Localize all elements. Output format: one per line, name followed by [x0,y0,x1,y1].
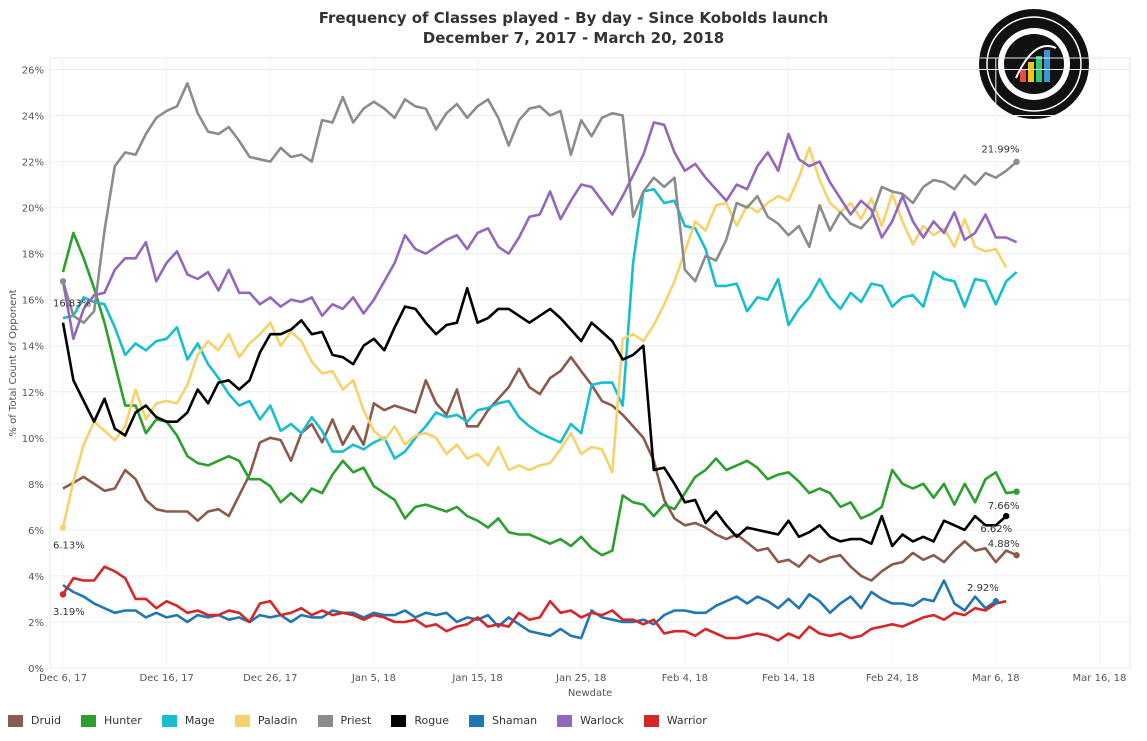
y-tick-label: 2% [28,618,44,629]
point-marker-warrior-start [59,591,67,598]
series-line-shaman [62,579,997,640]
series-line-paladin [61,146,1008,528]
legend-swatch [643,714,659,727]
y-tick-label: 10% [22,434,44,445]
point-marker-paladin-start [59,524,67,531]
x-axis-title: Newdate [568,688,612,699]
series-line-hunter [61,231,1017,557]
x-tick-label: Dec 6, 17 [39,673,87,684]
series-line-rogue [61,286,1008,548]
legend-label: Warrior [666,714,707,727]
series-line-warlock [61,121,1018,341]
chart-title-block: Frequency of Classes played - By day - S… [0,8,1147,48]
end-label-shaman: 2.92% [967,583,999,594]
legend: Druid Hunter Mage Paladin Priest Rogue Shaman W… [8,714,727,727]
point-marker-druid-end [1013,552,1020,559]
series-line-druid [62,355,1018,582]
legend-label: Priest [340,714,372,727]
legend-item-paladin: Paladin [234,714,298,727]
x-tick-label: Dec 16, 17 [139,673,193,684]
series-line-warrior [61,565,1007,642]
plot-border [49,57,1131,669]
series-line-priest [61,82,1018,324]
legend-label: Hunter [104,714,142,727]
x-tick-label: Dec 26, 17 [243,673,297,684]
legend-label: Paladin [257,714,298,727]
legend-item-priest: Priest [317,714,372,727]
legend-swatch [81,714,97,727]
data-reaper-logo [979,9,1089,119]
legend-item-warrior: Warrior [643,714,707,727]
chart-subtitle: December 7, 2017 - March 20, 2018 [422,29,725,47]
start-label-paladin: 6.13% [53,540,85,551]
legend-swatch [8,714,23,727]
legend-label: Rogue [414,714,449,727]
start-label-priest: 16.83% [53,299,91,310]
series-lines [61,82,1018,642]
y-tick-label: 26% [22,66,44,77]
y-tick-label: 14% [22,342,44,353]
end-label-druid: 4.88% [988,539,1020,550]
end-label-rogue: 6.62% [980,524,1012,535]
point-marker-hunter-end [1013,488,1020,495]
end-label-hunter: 7.66% [988,501,1020,512]
x-tick-label: Feb 14, 18 [762,673,815,684]
y-axis-title: % of Total Count of Opponent [8,289,19,436]
legend-label: Mage [184,714,215,727]
y-tick-label: 24% [22,112,44,123]
x-tick-label: Jan 25, 18 [555,673,606,684]
legend-swatch [161,714,177,727]
chart-title: Frequency of Classes played - By day - S… [318,9,829,27]
y-tick-label: 16% [22,296,44,307]
legend-item-shaman: Shaman [468,714,538,727]
x-tick-label: Mar 6, 18 [972,673,1020,684]
x-tick-label: Mar 16, 18 [1073,673,1127,684]
point-marker-rogue-end [1002,512,1010,520]
y-tick-label: 8% [28,480,44,491]
legend-label: Warlock [580,714,624,727]
y-tick-label: 20% [22,204,44,215]
y-tick-label: 0% [28,664,44,675]
y-tick-label: 18% [22,250,44,261]
x-tick-label: Feb 4, 18 [662,673,708,684]
start-label-warrior: 3.19% [53,607,85,618]
end-label-priest: 21.99% [981,145,1019,156]
y-tick-label: 12% [22,388,44,399]
x-tick-label: Feb 24, 18 [866,673,919,684]
series-line-mage [62,187,1018,460]
legend-swatch [391,714,407,727]
y-tick-label: 4% [28,572,44,583]
legend-item-rogue: Rogue [391,714,449,727]
x-tick-label: Jan 5, 18 [351,673,396,684]
y-tick-label: 6% [28,526,44,537]
legend-item-druid: Druid [8,714,61,727]
legend-item-mage: Mage [161,714,215,727]
legend-swatch [468,714,484,727]
value-labels: 16.83% 6.13% 3.19% 21.99% 7.66% 6.62% 4.88% 2.9… [53,145,1020,618]
axes: 0% 2% 4% 6% 8% 10% 12% 14% 16% 18% 20% 22% 24% 26% Dec… [8,66,1126,699]
point-marker-shaman-end [992,598,1000,605]
gridlines [49,57,1131,669]
x-tick-label: Jan 15, 18 [451,673,502,684]
point-marker-priest-end [1013,158,1020,166]
legend-item-warlock: Warlock [557,714,624,727]
legend-label: Shaman [491,714,538,727]
legend-swatch [317,714,333,727]
legend-swatch [557,714,573,727]
point-marker-priest-start [59,278,67,285]
legend-label: Druid [31,714,62,727]
legend-swatch [234,714,250,727]
y-tick-label: 22% [22,158,44,169]
legend-item-hunter: Hunter [81,714,142,727]
